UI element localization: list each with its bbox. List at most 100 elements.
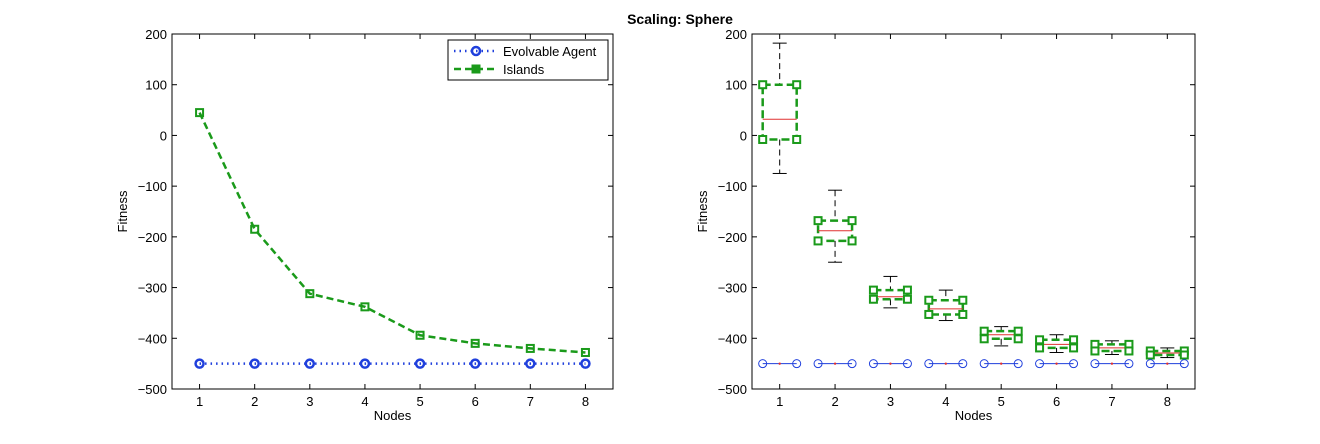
x-tick-label: 1 bbox=[196, 394, 203, 409]
box-outlier bbox=[979, 359, 989, 369]
box-corner-marker bbox=[924, 295, 934, 305]
x-tick-label: 4 bbox=[361, 394, 368, 409]
box-corner-marker bbox=[813, 216, 823, 226]
box-outlier bbox=[868, 359, 878, 369]
box-corner-marker bbox=[924, 309, 934, 319]
box-corner-marker bbox=[1124, 346, 1134, 356]
box-outlier bbox=[792, 359, 802, 369]
x-tick-label: 2 bbox=[831, 394, 838, 409]
box-median bbox=[1166, 362, 1169, 365]
y-axis-label: Fitness bbox=[115, 190, 130, 232]
series-line-islands bbox=[198, 112, 586, 354]
box-median bbox=[889, 362, 892, 365]
legend-marker bbox=[470, 45, 482, 57]
box-body bbox=[1038, 338, 1075, 350]
x-tick-label: 3 bbox=[887, 394, 894, 409]
box-corner-marker bbox=[792, 134, 802, 144]
x-tick-label: 6 bbox=[1053, 394, 1060, 409]
box-outlier bbox=[1145, 359, 1155, 369]
x-axis-label: Nodes bbox=[374, 408, 412, 423]
y-tick-label: −500 bbox=[138, 382, 167, 397]
data-point bbox=[195, 108, 205, 118]
x-axis-label: Nodes bbox=[955, 408, 993, 423]
y-tick-label: −500 bbox=[718, 382, 747, 397]
x-tick-label: 7 bbox=[1108, 394, 1115, 409]
box-outlier bbox=[1090, 359, 1100, 369]
box-corner-marker bbox=[979, 326, 989, 336]
box-corner-marker bbox=[792, 80, 802, 90]
x-tick-label: 3 bbox=[306, 394, 313, 409]
box-median bbox=[999, 362, 1003, 365]
data-point bbox=[250, 224, 260, 234]
y-tick-label: 200 bbox=[145, 27, 167, 42]
x-tick-label: 5 bbox=[416, 394, 423, 409]
data-point bbox=[415, 330, 425, 340]
box-median bbox=[944, 362, 948, 365]
box-outlier bbox=[902, 359, 912, 369]
data-point bbox=[305, 289, 315, 299]
box-corner-marker bbox=[847, 216, 857, 226]
box-body bbox=[927, 299, 965, 316]
data-point bbox=[359, 358, 371, 369]
box-corner-marker bbox=[1179, 350, 1189, 360]
box-median bbox=[778, 362, 781, 365]
y-tick-label: 100 bbox=[725, 78, 747, 93]
box-corner-marker bbox=[958, 309, 968, 319]
y-tick-label: −300 bbox=[718, 281, 747, 296]
x-tick-label: 1 bbox=[776, 394, 783, 409]
y-tick-label: −400 bbox=[718, 331, 747, 346]
data-point bbox=[194, 358, 205, 369]
box-body bbox=[872, 288, 909, 301]
box-outlier bbox=[813, 359, 823, 369]
box-corner-marker bbox=[1069, 343, 1079, 353]
y-tick-label: −400 bbox=[138, 331, 167, 346]
figure-title: Scaling: Sphere bbox=[627, 11, 733, 27]
axes-frame-1 bbox=[171, 33, 614, 390]
y-tick-label: −100 bbox=[138, 179, 167, 194]
axes-frame-2 bbox=[751, 33, 1196, 390]
y-tick-label: −300 bbox=[138, 281, 167, 296]
box-corner-marker bbox=[1090, 346, 1100, 356]
x-tick-label: 7 bbox=[527, 394, 534, 409]
legend-label: Evolvable Agent bbox=[503, 44, 597, 59]
y-tick-label: −200 bbox=[718, 230, 747, 245]
box-outlier bbox=[924, 359, 934, 369]
box-outlier bbox=[847, 359, 857, 369]
data-point bbox=[414, 358, 426, 369]
box-median bbox=[833, 362, 837, 365]
box-outlier bbox=[958, 359, 968, 369]
box-corner-marker bbox=[868, 294, 878, 304]
box-outlier bbox=[758, 359, 768, 369]
data-point bbox=[249, 358, 260, 369]
y-tick-label: 0 bbox=[740, 128, 747, 143]
box-outlier bbox=[1035, 359, 1045, 369]
box-corner-marker bbox=[1145, 350, 1155, 360]
box-corner-marker bbox=[847, 236, 857, 246]
data-point bbox=[580, 358, 591, 369]
box-outlier bbox=[1013, 359, 1023, 369]
x-tick-label: 2 bbox=[251, 394, 258, 409]
box-corner-marker bbox=[902, 285, 912, 295]
y-tick-label: 200 bbox=[725, 27, 747, 42]
box-corner-marker bbox=[868, 285, 878, 295]
data-point bbox=[304, 358, 316, 369]
box-outlier bbox=[1179, 359, 1189, 369]
box-corner-marker bbox=[813, 236, 823, 246]
box-corner-marker bbox=[902, 294, 912, 304]
box-median bbox=[1055, 362, 1058, 365]
box-corner-marker bbox=[1013, 326, 1023, 336]
box-body bbox=[761, 83, 798, 141]
data-point bbox=[469, 358, 481, 369]
legend-marker bbox=[471, 64, 481, 74]
box-outlier bbox=[1069, 359, 1079, 369]
box-corner-marker bbox=[1035, 335, 1045, 345]
data-point bbox=[580, 347, 590, 357]
data-point bbox=[525, 343, 535, 353]
box-corner-marker bbox=[1013, 334, 1023, 344]
x-tick-label: 6 bbox=[472, 394, 479, 409]
box-corner-marker bbox=[758, 80, 768, 90]
box-outlier bbox=[1124, 359, 1134, 369]
x-tick-label: 8 bbox=[1164, 394, 1171, 409]
